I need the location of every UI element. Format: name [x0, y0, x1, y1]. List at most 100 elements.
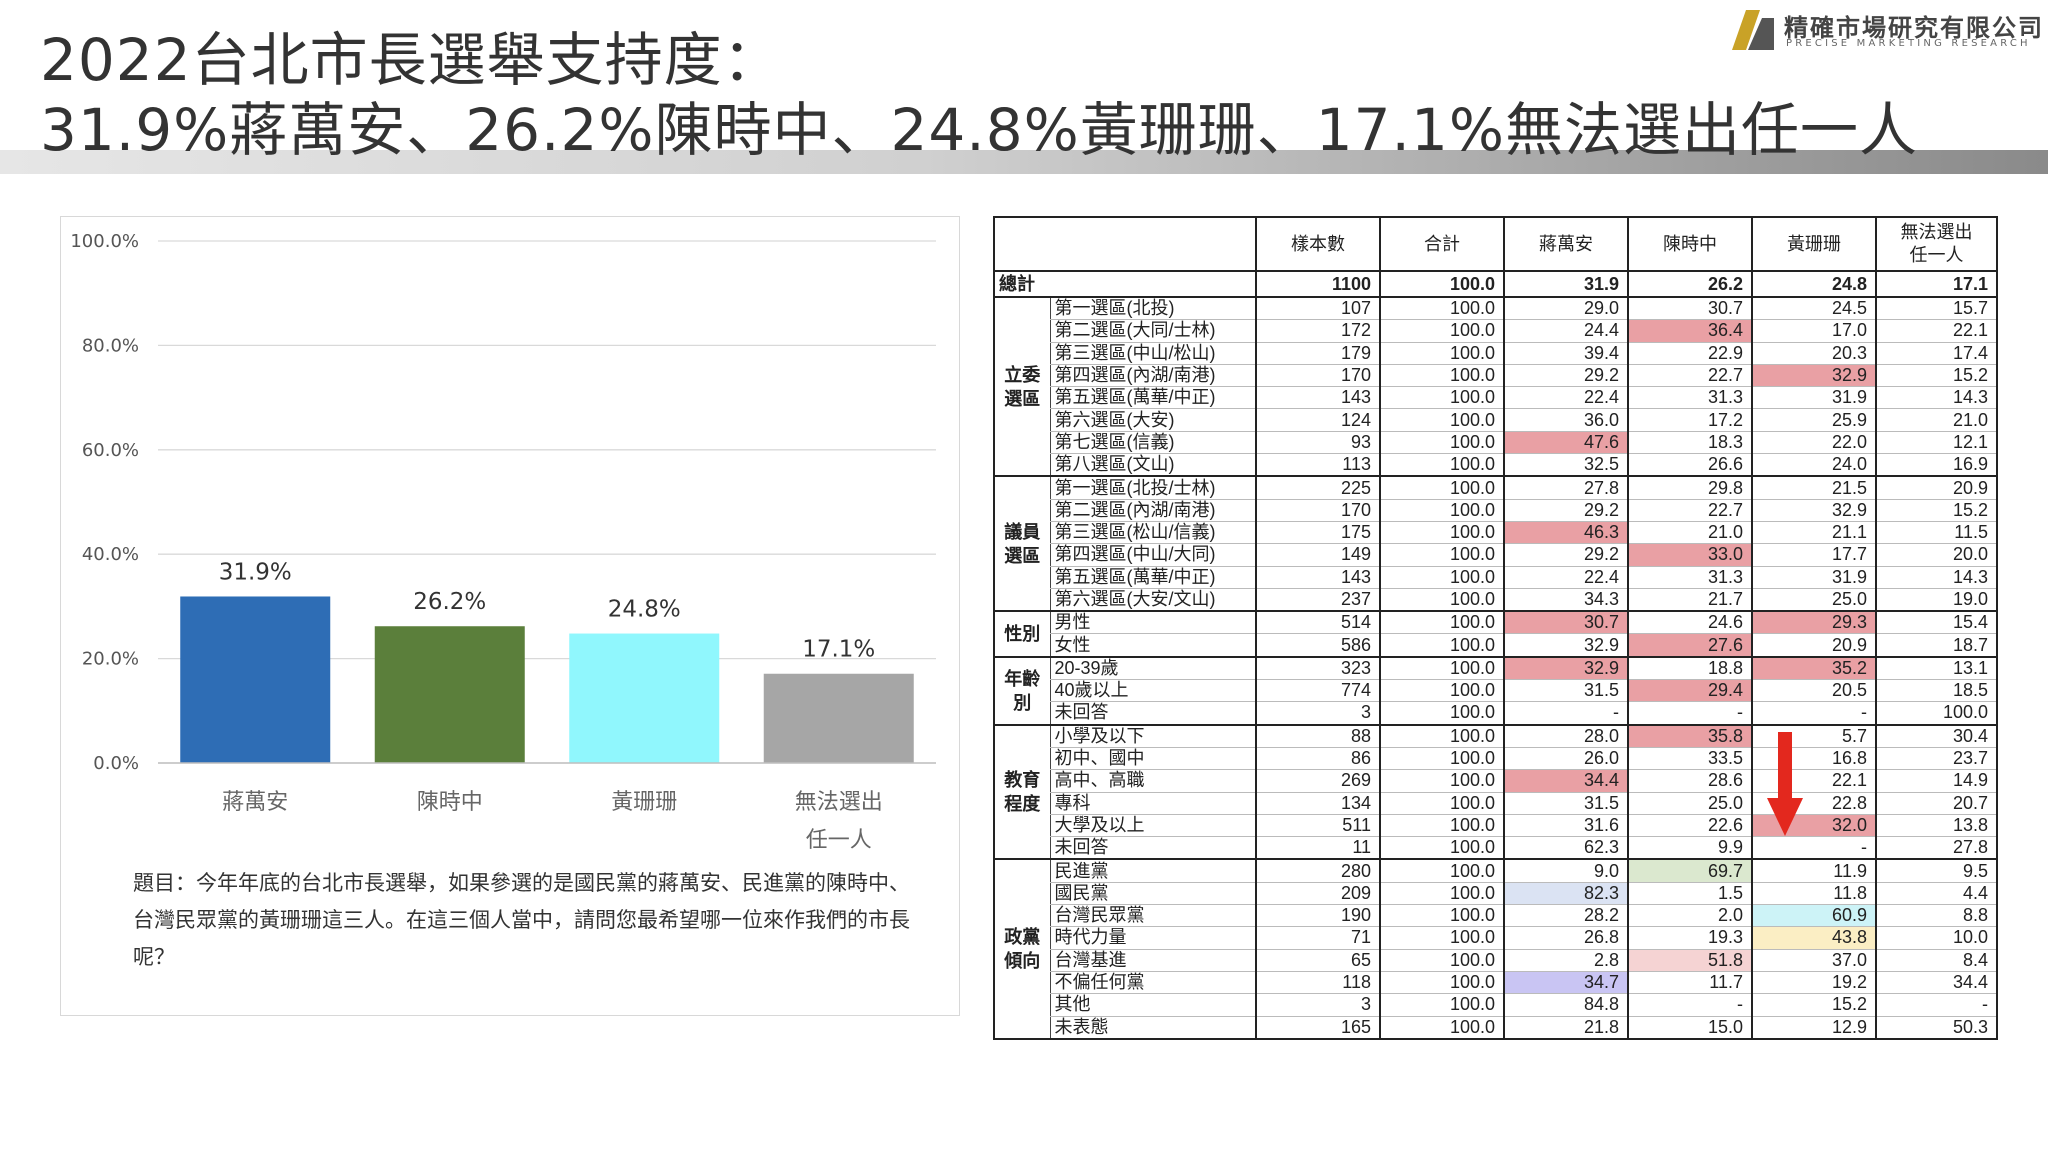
table-row: 第二選區(內湖/南港) 170 100.0 29.2 22.7 32.9 15.2	[994, 499, 1997, 522]
cell-value: 24.6	[1627, 610, 1752, 635]
cell-value: 19.2	[1751, 971, 1876, 995]
cell-value: 12.1	[1875, 431, 1997, 455]
cell-value: 100.0	[1379, 386, 1504, 410]
cell-value: 29.2	[1503, 499, 1628, 522]
cell-value: 15.0	[1627, 1016, 1752, 1039]
table-row: 政黨 傾向 民進黨 280 100.0 9.0 69.7 11.9 9.5	[993, 858, 1997, 1040]
group-label-line: 議員	[1004, 521, 1041, 542]
cell-value: 29.4	[1627, 679, 1752, 703]
y-tick-label: 100.0%	[70, 231, 139, 252]
bar	[569, 633, 720, 763]
cell-value: 18.5	[1875, 679, 1997, 703]
cell-value: 31.5	[1503, 792, 1628, 815]
crosstab-table: 樣本數 合計 蔣萬安 陳時中 黃珊珊 無法選出 任一人 總計 1100 100.0 31.9 26.…	[993, 216, 1998, 1040]
x-tick-label: 蔣萬安	[222, 790, 288, 815]
cell-value: 21.1	[1751, 521, 1876, 545]
cell-value: 82.3	[1503, 882, 1628, 906]
row-label: 其他	[1049, 993, 1256, 1017]
cell-value: 100.0	[1379, 882, 1504, 906]
arrow-head	[1767, 798, 1803, 836]
group-label: 年齡別	[993, 655, 1050, 726]
table-row: 女性 586 100.0 32.9 27.6 20.9 18.7	[994, 633, 1997, 657]
row-label: 第四選區(內湖/南港)	[1049, 364, 1256, 388]
cell-value: 33.5	[1627, 747, 1752, 771]
cell-value: 113	[1255, 453, 1380, 477]
cell-value: 26.0	[1503, 747, 1628, 771]
cell-value: 36.0	[1503, 408, 1628, 432]
logo-mark-shape-2	[1748, 18, 1774, 50]
cell-value: 143	[1255, 386, 1380, 410]
column-header-line: 任一人	[1909, 245, 1964, 265]
y-tick-label: 80.0%	[82, 335, 139, 356]
cell-value: 27.8	[1503, 475, 1628, 500]
page-title-line-2: 31.9%蔣萬安、26.2%陳時中、24.8%黃珊珊、17.1%無法選出任一人	[40, 96, 1919, 164]
cell-value: 100.0	[1379, 566, 1504, 589]
cell-value: 16.9	[1875, 453, 1997, 477]
cell-value: 27.8	[1875, 836, 1997, 860]
company-logo: 精確市場研究有限公司 PRECISE MARKETING RESEARCH	[1732, 8, 2042, 52]
column-header-line: 蔣萬安	[1539, 233, 1593, 254]
cell-value: 22.7	[1627, 499, 1752, 522]
cell-value: 30.7	[1503, 610, 1628, 635]
x-tick-label: 黃珊珊	[611, 790, 677, 815]
cell-value: 100.0	[1379, 971, 1504, 995]
cell-value: 62.3	[1503, 836, 1628, 860]
company-name-en: PRECISE MARKETING RESEARCH	[1786, 38, 2031, 49]
column-header-line: 樣本數	[1291, 233, 1345, 254]
table-total-row: 總計 1100 100.0 31.9 26.2 24.8 17.1	[993, 271, 1997, 298]
cell-value: 100.0	[1379, 723, 1504, 748]
row-label: 第三選區(松山/信義)	[1049, 521, 1256, 545]
group-label: 議員 選區	[993, 475, 1050, 612]
table-row: 第五選區(萬華/中正) 143 100.0 22.4 31.3 31.9 14.3	[994, 566, 1997, 589]
cell-value: 100.0	[1379, 679, 1504, 703]
y-tick-label: 0.0%	[93, 753, 139, 774]
row-label: 未回答	[1049, 701, 1256, 725]
table-row: 第四選區(內湖/南港) 170 100.0 29.2 22.7 32.9 15.2	[994, 364, 1997, 388]
cell-value: 100.0	[1379, 521, 1504, 545]
cell-value: 134	[1255, 792, 1380, 815]
cell-value: 237	[1255, 588, 1380, 612]
row-label: 第二選區(內湖/南港)	[1049, 499, 1256, 522]
cell-value: 32.9	[1503, 633, 1628, 657]
bar	[374, 626, 525, 763]
cell-value: 14.3	[1875, 566, 1997, 589]
company-logo-icon	[1732, 10, 1774, 50]
cell-value: 511	[1255, 814, 1380, 838]
cell-value: 33.0	[1627, 543, 1752, 567]
cell-value: 514	[1255, 610, 1380, 635]
cell-value: 100.0	[1379, 364, 1504, 388]
company-name-cn: 精確市場研究有限公司	[1784, 14, 2044, 42]
cell-value: 60.9	[1751, 904, 1876, 928]
cell-value: 5.7	[1751, 723, 1876, 748]
cell-value: 51.8	[1627, 949, 1752, 972]
cell-value: 65	[1255, 949, 1380, 972]
cell-value: -	[1627, 701, 1752, 725]
table-row: 教育 程度 小學及以下 88 100.0 28.0 35.8 5.7 30.4	[993, 723, 1997, 860]
page-title-line-1: 2022台北市長選舉支持度：	[40, 26, 782, 94]
total-value: 100.0	[1379, 271, 1504, 298]
column-header-line: 合計	[1424, 233, 1460, 254]
cell-value: 15.2	[1875, 499, 1997, 522]
cell-value: 35.8	[1627, 723, 1752, 748]
cell-value: 31.6	[1503, 814, 1628, 838]
cell-value: 100.0	[1379, 858, 1504, 883]
cell-value: 18.3	[1627, 431, 1752, 455]
total-value: 26.2	[1627, 271, 1752, 298]
column-header-line: 無法選出	[1900, 222, 1973, 242]
cell-value: 172	[1255, 319, 1380, 343]
cell-value: 37.0	[1751, 949, 1876, 972]
row-label: 台灣民眾黨	[1049, 904, 1256, 928]
column-header: 陳時中	[1627, 217, 1752, 272]
cell-value: 20.9	[1751, 633, 1876, 657]
cell-value: 21.5	[1751, 475, 1876, 500]
table-row: 第六選區(大安) 124 100.0 36.0 17.2 25.9 21.0	[994, 408, 1997, 432]
cell-value: 32.9	[1751, 499, 1876, 522]
cell-value: 280	[1255, 858, 1380, 883]
row-label: 不偏任何黨	[1049, 971, 1256, 995]
table-row: 未回答 3 100.0- - -100.0	[994, 701, 1997, 725]
cell-value: 100.0	[1379, 633, 1504, 657]
logo-mark-shape-1	[1732, 10, 1760, 50]
row-label: 第七選區(信義)	[1049, 431, 1256, 455]
cell-value: 14.3	[1875, 386, 1997, 410]
row-label: 20-39歲	[1049, 655, 1256, 681]
